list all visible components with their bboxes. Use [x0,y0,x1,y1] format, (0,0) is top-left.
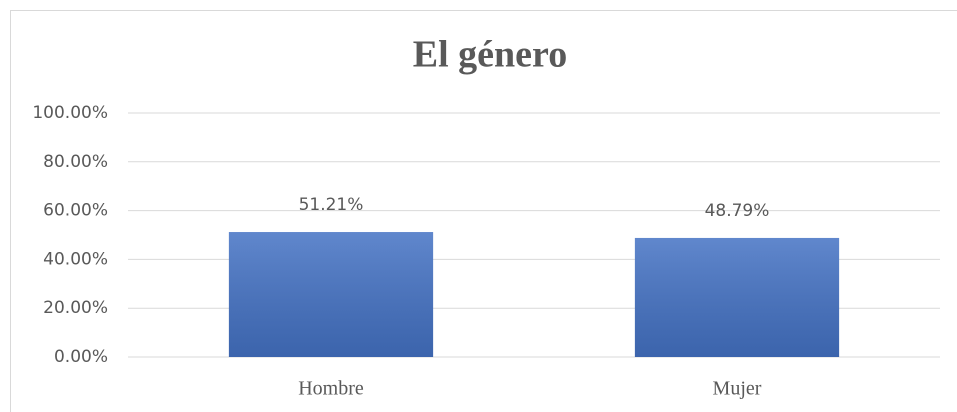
x-tick-label: Mujer [713,378,762,400]
y-tick-label: 0.00% [54,347,108,367]
y-tick-label: 40.00% [43,249,108,269]
y-tick-label: 80.00% [43,152,108,172]
y-tick-label: 60.00% [43,201,108,221]
y-tick-label: 20.00% [43,298,108,318]
data-label: 48.79% [705,201,770,221]
chart-title: El género [413,34,567,76]
bar-shade [634,237,840,357]
data-label: 51.21% [299,195,364,215]
bar-shade [228,232,434,357]
x-tick-label: Hombre [298,378,364,400]
y-tick-label: 100.00% [32,103,108,123]
